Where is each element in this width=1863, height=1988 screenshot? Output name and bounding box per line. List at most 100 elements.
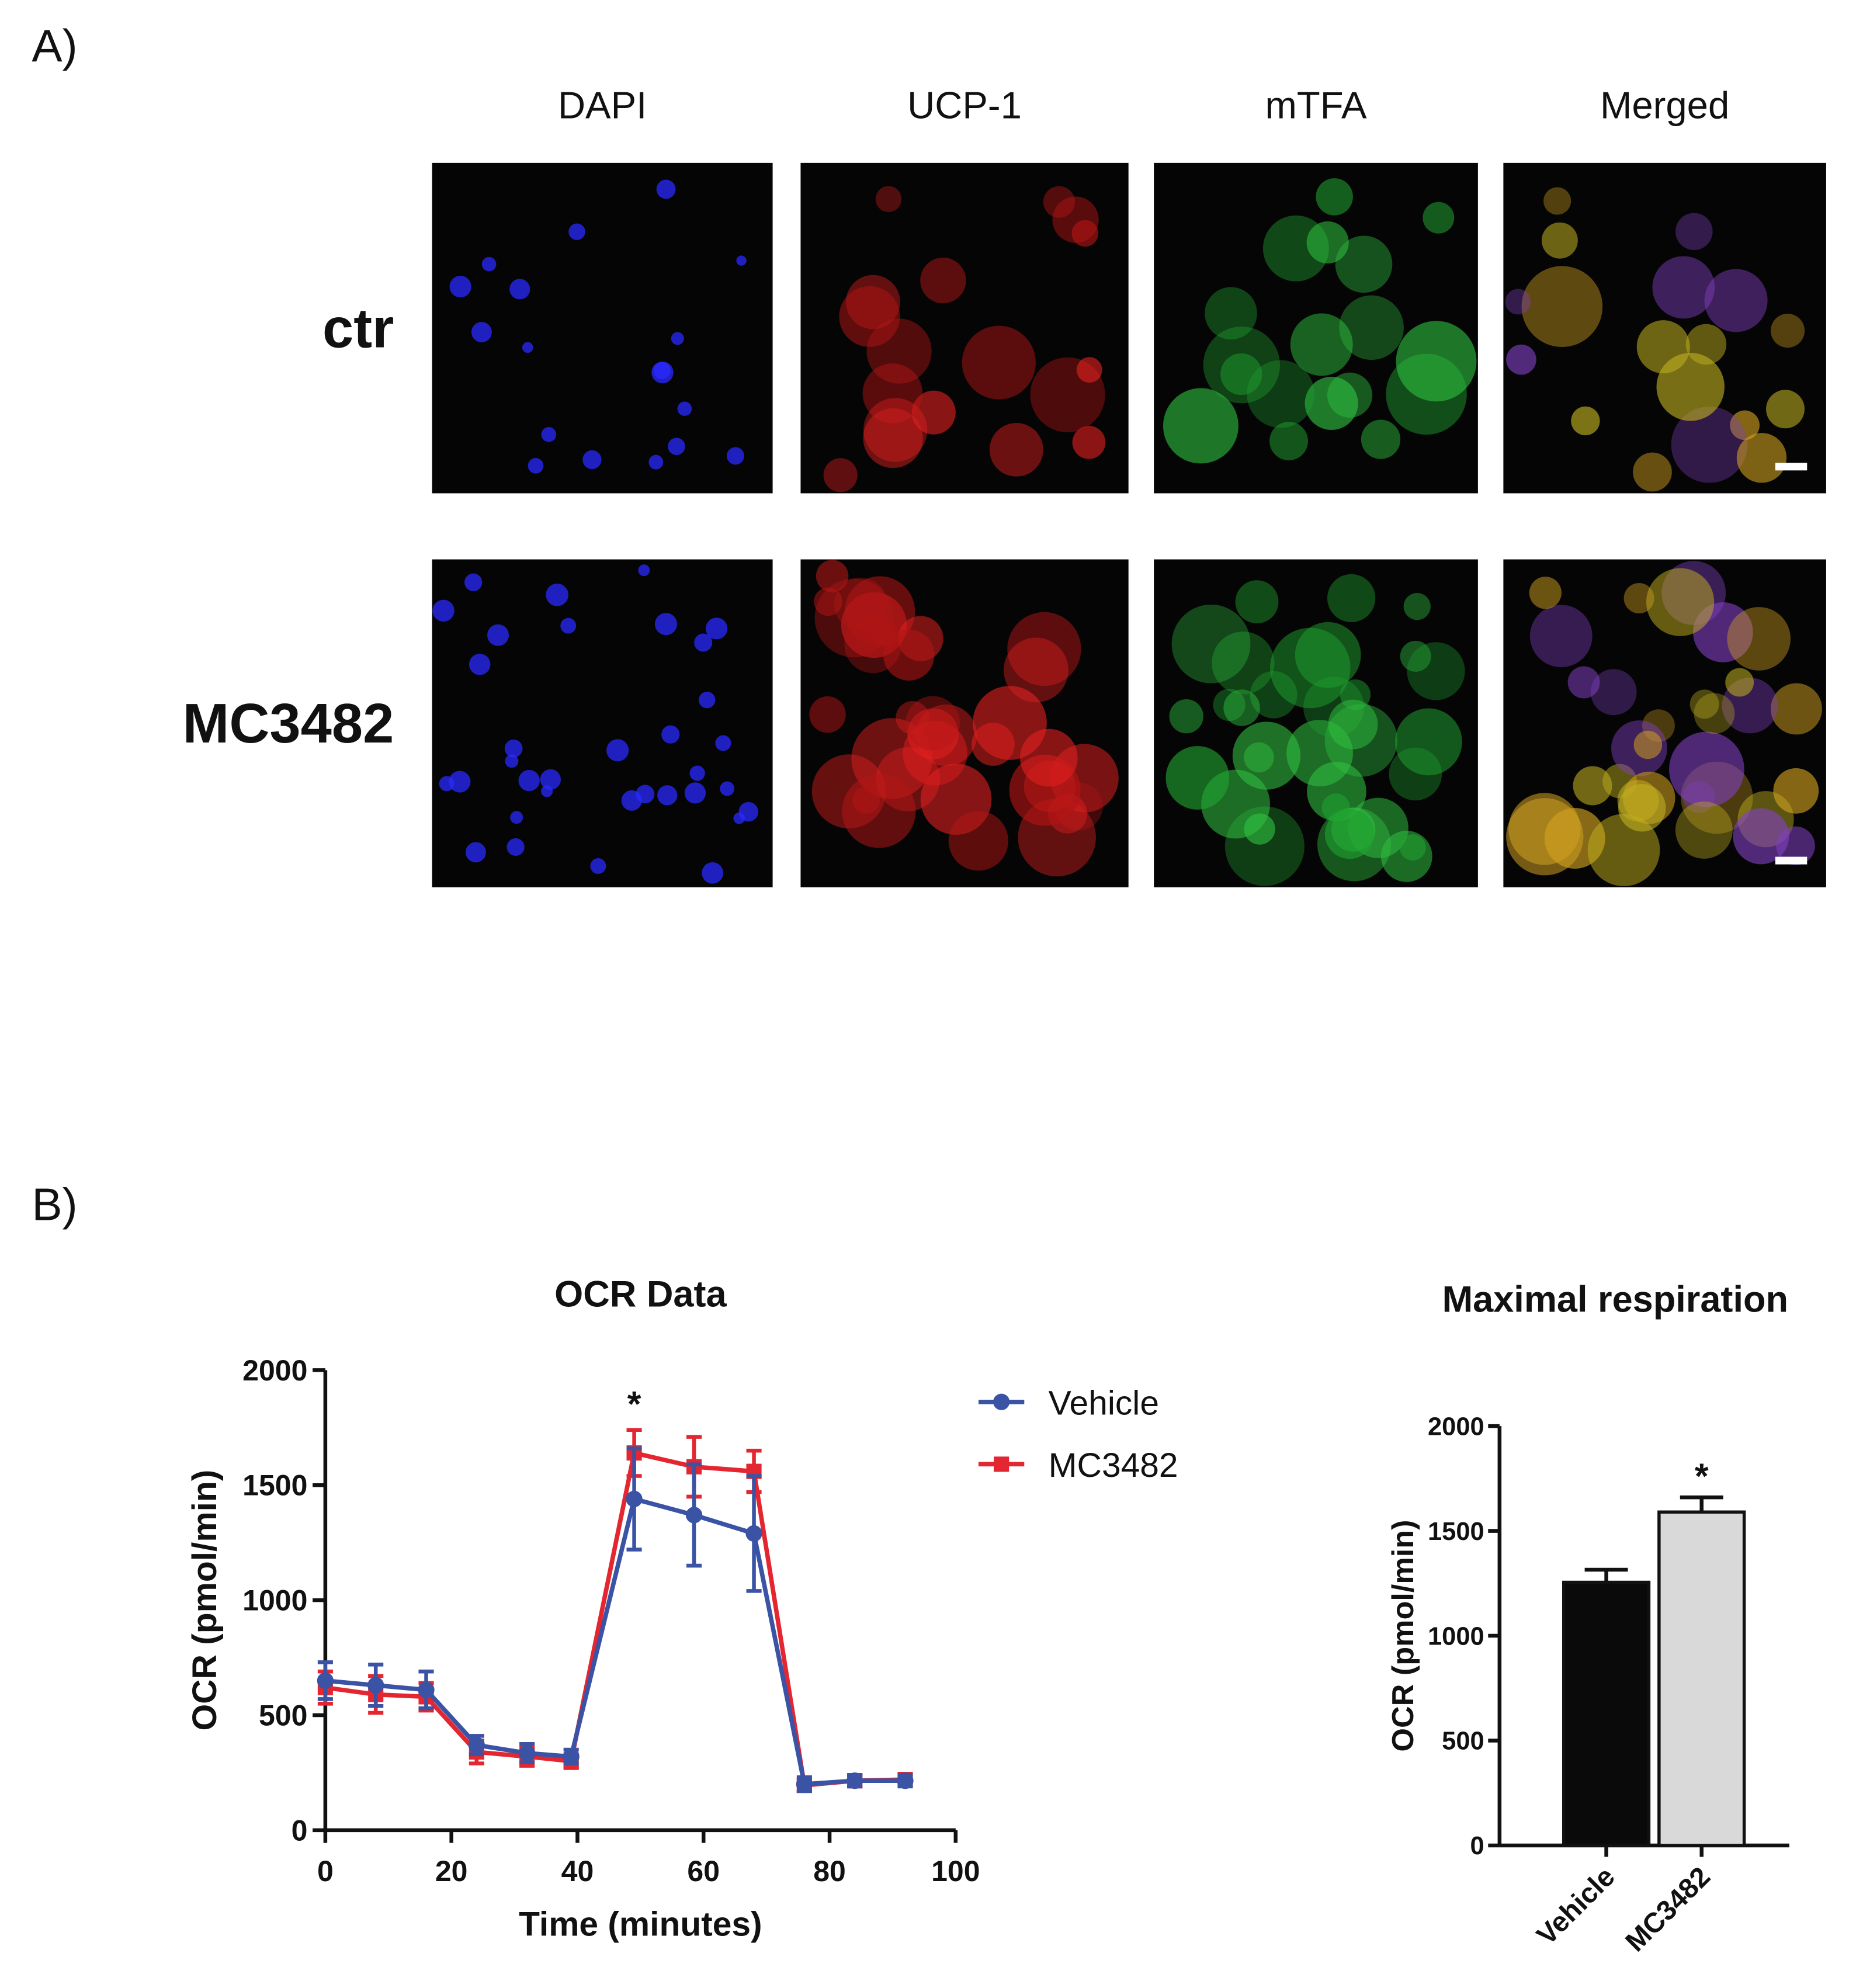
cell <box>1269 627 1351 709</box>
annotation: * <box>1695 1456 1709 1496</box>
cell <box>510 811 523 824</box>
cell <box>1335 235 1393 293</box>
cell <box>1232 721 1301 790</box>
cell <box>1529 577 1562 609</box>
cell <box>506 838 525 856</box>
cell <box>1076 357 1102 383</box>
y-tick-label: 500 <box>1442 1727 1484 1755</box>
cell <box>1766 390 1805 429</box>
cell <box>1669 731 1744 807</box>
cell <box>1205 287 1257 340</box>
cell <box>1223 689 1260 726</box>
cell <box>1203 326 1281 404</box>
cell <box>863 398 928 462</box>
marker <box>626 1490 643 1508</box>
cell <box>1019 728 1078 787</box>
cell <box>706 617 728 640</box>
marker <box>317 1672 334 1689</box>
cell <box>823 458 858 492</box>
x-tick-label: Vehicle <box>1531 1861 1621 1951</box>
cell <box>694 633 713 652</box>
cell <box>1071 220 1099 247</box>
cell <box>1394 708 1462 776</box>
panel-label: B) <box>32 1179 77 1230</box>
cell <box>1571 406 1600 436</box>
cell <box>1169 699 1203 734</box>
cell <box>1165 746 1230 810</box>
cell <box>432 599 455 622</box>
cell <box>870 617 898 646</box>
marker <box>745 1525 762 1542</box>
scale-bar <box>1775 463 1808 471</box>
scale-bar <box>1775 856 1808 865</box>
cell <box>1685 324 1727 365</box>
row-label: MC3482 <box>183 692 394 755</box>
cell <box>1541 222 1578 259</box>
cell <box>1423 202 1455 234</box>
marker <box>519 1744 536 1762</box>
marker <box>897 1772 914 1789</box>
annotation: * <box>627 1384 641 1424</box>
y-tick-label: 1000 <box>242 1584 307 1617</box>
cell <box>504 739 523 758</box>
cell <box>638 564 650 577</box>
marker <box>685 1507 703 1524</box>
chart-title: OCR Data <box>554 1274 727 1315</box>
cell <box>907 708 959 760</box>
cell <box>948 811 1008 871</box>
cell <box>582 450 602 470</box>
cell <box>1725 668 1754 697</box>
cell <box>736 255 747 266</box>
cell <box>1306 221 1349 264</box>
cell <box>1567 666 1600 699</box>
column-header: UCP-1 <box>907 84 1022 127</box>
cell <box>509 279 530 300</box>
cell <box>1328 699 1378 750</box>
y-tick-label: 2000 <box>242 1354 307 1387</box>
cell <box>883 629 935 681</box>
cell <box>518 769 540 792</box>
cell <box>1773 768 1819 814</box>
y-tick-label: 1500 <box>242 1469 307 1502</box>
x-tick-label: MC3482 <box>1620 1861 1716 1958</box>
marker <box>563 1748 580 1765</box>
cell <box>1736 433 1787 483</box>
marker <box>418 1681 435 1698</box>
cell <box>560 617 577 634</box>
x-tick-label: 40 <box>561 1855 594 1888</box>
cell <box>702 862 724 884</box>
cell <box>541 785 553 797</box>
cell <box>972 723 1015 766</box>
legend-label: MC3482 <box>1049 1446 1178 1484</box>
panel-label: A) <box>32 20 77 71</box>
cell <box>1730 410 1760 440</box>
x-tick-label: 80 <box>813 1855 846 1888</box>
cell <box>1324 809 1375 859</box>
error-bar <box>1584 1567 1628 1583</box>
cell <box>715 735 731 751</box>
cell <box>449 275 471 298</box>
column-header: Merged <box>1600 84 1729 127</box>
cell <box>1727 607 1791 671</box>
cell <box>1506 798 1584 876</box>
cell <box>1361 419 1401 459</box>
y-tick-label: 2000 <box>1428 1413 1484 1441</box>
cell <box>863 408 923 469</box>
cell <box>449 771 471 793</box>
cell <box>720 781 735 796</box>
bar <box>1562 1580 1651 1847</box>
cell <box>809 696 846 733</box>
cell <box>1675 213 1713 251</box>
cell <box>1072 425 1106 459</box>
cell <box>1247 360 1315 428</box>
cell <box>1652 256 1715 319</box>
x-tick-label: 100 <box>931 1855 980 1888</box>
cell <box>541 426 557 442</box>
cell <box>842 774 916 848</box>
cell <box>464 573 483 592</box>
micrograph <box>432 559 773 887</box>
cell <box>1636 320 1690 374</box>
cell <box>654 613 678 636</box>
y-tick-label: 500 <box>259 1699 307 1732</box>
